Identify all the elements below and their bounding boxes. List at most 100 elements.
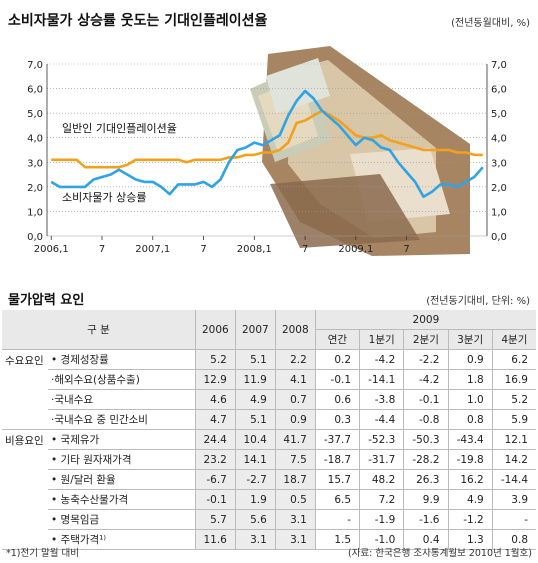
cell-value: 4.1 xyxy=(274,369,316,390)
table-header-row-1: 구 분 2006 2007 2008 2009 xyxy=(2,310,536,350)
table-row: • 기타 원자재가격 23.2 14.1 7.5 -18.7 -31.7 -28.2 -19.… xyxy=(2,449,536,470)
cell-value: 14.1 xyxy=(234,449,276,470)
cell-value: 4.9 xyxy=(447,489,493,510)
cell-value: -3.8 xyxy=(359,389,404,410)
x-tick-label: 7 xyxy=(200,244,206,255)
row-label: ·국내수요 xyxy=(48,389,196,410)
y-tick-label-right: 2,0 xyxy=(491,183,507,194)
cell-value: 14.2 xyxy=(491,449,536,470)
cell-value: 24.4 xyxy=(194,429,236,450)
cell-value: 18.7 xyxy=(274,469,316,490)
cell-value: - xyxy=(491,509,536,530)
table-row: ·국내수요 4.6 4.9 0.7 0.6 -3.8 -0.1 1.0 5.2 xyxy=(2,389,536,410)
cell-value: 1.3 xyxy=(447,529,493,550)
series-expected-inflation-line xyxy=(51,109,483,169)
chart-unit: (전년동월대비, %) xyxy=(451,18,530,29)
cell-value: 1.0 xyxy=(447,389,493,410)
header-2007: 2007 xyxy=(234,310,276,350)
y-tick-label-right: 0,0 xyxy=(491,232,507,243)
chart-title: 소비자물가 상승률 웃도는 기대인플레이션율 xyxy=(8,13,268,29)
cell-value: -2.2 xyxy=(403,349,448,370)
cell-value: 10.4 xyxy=(234,429,276,450)
cell-value: -31.7 xyxy=(359,449,404,470)
cell-value: 5.9 xyxy=(491,409,536,430)
row-label: • 기타 원자재가격 xyxy=(48,449,196,470)
cell-value: 3.1 xyxy=(274,509,316,530)
cell-value: 0.5 xyxy=(274,489,316,510)
cell-value: - xyxy=(314,509,360,530)
y-tick-label-right: 5,0 xyxy=(491,109,507,120)
row-label: ·국내수요 중 민간소비 xyxy=(48,409,196,430)
table-row: • 명목임금 5.7 5.6 3.1- -1.9 -1.6 -1.2- xyxy=(2,509,536,530)
x-tick-label: 2009,1 xyxy=(338,244,373,255)
cell-value: -1.9 xyxy=(359,509,404,530)
header-q4: 4분기 xyxy=(491,329,536,350)
cell-value: -1.0 xyxy=(359,529,404,550)
y-tick-label-right: 1,0 xyxy=(491,207,507,218)
cell-value: 5.7 xyxy=(194,509,236,530)
cell-value: -0.8 xyxy=(403,409,448,430)
cell-value: 23.2 xyxy=(194,449,236,470)
cell-value: 0.2 xyxy=(314,349,360,370)
y-tick-label-left: 2,0 xyxy=(27,183,43,194)
cell-value: 6.5 xyxy=(314,489,360,510)
x-tick-label: 7 xyxy=(302,244,308,255)
table-row: 수요요인 • 경제성장률 5.2 5.1 2.2 0.2 -4.2 -2.2 0.9 6.2 xyxy=(2,349,536,430)
y-tick-label-left: 3,0 xyxy=(27,158,43,169)
cell-value: 41.7 xyxy=(274,429,316,450)
annotation-expected-inflation: 일반인 기대인플레이션율 xyxy=(62,121,177,135)
cell-value: 16.2 xyxy=(447,469,493,490)
cell-value: 1.5 xyxy=(314,529,360,550)
cell-value: -28.2 xyxy=(403,449,448,470)
series-cpi-line xyxy=(50,89,484,198)
axis-ticks: 0,0 0,0 1,0 1,0 2,0 2,0 3,0 3,0 4,0 4,0 5,0 5,0 6,0 6… xyxy=(27,60,507,255)
y-tick-label-left: 1,0 xyxy=(27,207,43,218)
cell-value: -37.7 xyxy=(314,429,360,450)
cell-value: 0.9 xyxy=(447,349,493,370)
cell-value: -2.7 xyxy=(234,469,276,490)
annotation-cpi: 소비자물가 상승률 xyxy=(62,191,146,204)
header-2006: 2006 xyxy=(194,310,236,350)
row-label: • 주택가격¹⁾ xyxy=(48,529,196,550)
cell-value: -43.4 xyxy=(447,429,493,450)
cell-value: 1.9 xyxy=(234,489,276,510)
y-tick-label-left: 7,0 xyxy=(27,60,43,71)
header-annual: 연간 xyxy=(314,329,360,350)
row-label: • 명목임금 xyxy=(48,509,196,530)
cell-value: -6.7 xyxy=(194,469,236,490)
cell-value: -50.3 xyxy=(403,429,448,450)
cell-value: 16.9 xyxy=(491,369,536,390)
cell-value: -14.1 xyxy=(359,369,404,390)
y-tick-label-right: 3,0 xyxy=(491,158,507,169)
footnote: *1)전기 말월 대비 xyxy=(6,548,79,559)
x-tick-label: 2006,1 xyxy=(34,244,69,255)
header-gubun: 구 분 xyxy=(2,310,196,350)
cell-value: 12.9 xyxy=(194,369,236,390)
row-label: • 원/달러 환율 xyxy=(48,469,196,490)
table-row: ·해외수요(상품수출) 12.9 11.9 4.1 -0.1 -14.1 -4.2 1.8 16… xyxy=(2,369,536,390)
table-row: • 원/달러 환율 -6.7 -2.7 18.7 15.7 48.2 26.3 16.2 -14… xyxy=(2,469,536,490)
header-q2: 2분기 xyxy=(403,329,448,350)
y-tick-label-right: 4,0 xyxy=(491,134,507,145)
cell-value: 11.6 xyxy=(194,529,236,550)
table-row: • 주택가격¹⁾ 11.6 3.1 3.1 1.5 -1.0 0.4 1.3 0.8 xyxy=(2,529,536,550)
cell-value: 2.2 xyxy=(274,349,316,370)
cell-value: 4.9 xyxy=(234,389,276,410)
cell-value: -0.1 xyxy=(194,489,236,510)
x-tick-label: 2008,1 xyxy=(237,244,272,255)
row-label: ·해외수요(상품수출) xyxy=(48,369,196,390)
cell-value: -1.2 xyxy=(447,509,493,530)
table-row: 비용요인 • 국제유가 24.4 10.4 41.7 -37.7 -52.3 -50.3 -43… xyxy=(2,429,536,550)
cell-value: 0.8 xyxy=(447,409,493,430)
y-tick-label-right: 6,0 xyxy=(491,85,507,96)
group-label: 수요요인 xyxy=(2,349,48,430)
cell-value: 5.1 xyxy=(234,349,276,370)
table-unit: (전년동기대비, 단위: %) xyxy=(426,296,530,307)
cell-value: -52.3 xyxy=(359,429,404,450)
grid xyxy=(46,63,488,237)
cell-value: 0.3 xyxy=(314,409,360,430)
cell-value: 0.6 xyxy=(314,389,360,410)
source-note: (자료: 한국은행 조사통계월보 2010년 1월호) xyxy=(347,548,532,559)
y-tick-label-left: 6,0 xyxy=(27,85,43,96)
cell-value: -1.6 xyxy=(403,509,448,530)
